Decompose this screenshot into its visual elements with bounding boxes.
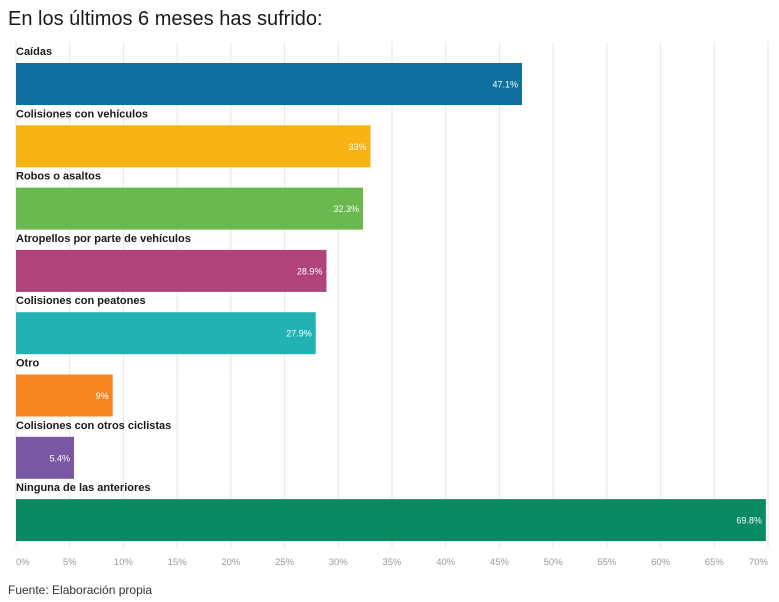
x-tick-label: 0% xyxy=(16,557,30,568)
x-tick-label: 15% xyxy=(168,557,188,568)
chart-area: 0% 5% 10% 15% 20% 25% 30% 35% 40% 45% 50% 55% 60% 65%… xyxy=(0,40,779,580)
bar xyxy=(16,374,113,417)
chart-title: En los últimos 6 meses has sufrido: xyxy=(8,8,323,30)
value-label: 9% xyxy=(96,391,109,401)
bar xyxy=(16,187,363,230)
x-tick-label: 5% xyxy=(63,557,77,568)
bar xyxy=(16,499,766,542)
bar xyxy=(16,312,316,355)
category-label: Caídas xyxy=(16,46,52,58)
x-tick-label: 50% xyxy=(544,557,564,568)
x-tick-label: 45% xyxy=(490,557,510,568)
category-label: Otro xyxy=(16,358,40,370)
x-tick-label: 60% xyxy=(651,557,671,568)
x-tick-label: 55% xyxy=(597,557,617,568)
category-label: Colisiones con vehículos xyxy=(16,108,148,120)
x-tick-label: 65% xyxy=(705,557,725,568)
bar-chart: 0% 5% 10% 15% 20% 25% 30% 35% 40% 45% 50% 55% 60% 65%… xyxy=(15,42,769,568)
category-label: Colisiones con peatones xyxy=(16,295,146,307)
x-tick-label: 25% xyxy=(275,557,295,568)
x-tick-label: 20% xyxy=(221,557,241,568)
x-tick-label: 70% xyxy=(749,557,769,568)
source-note: Fuente: Elaboración propia xyxy=(8,583,153,597)
value-label: 28.9% xyxy=(297,266,323,276)
category-label: Ninguna de las anteriores xyxy=(16,482,150,494)
value-label: 33% xyxy=(348,142,366,152)
bar xyxy=(16,436,75,479)
value-label: 32.3% xyxy=(333,204,359,214)
bar xyxy=(16,249,327,292)
category-label: Atropellos por parte de vehículos xyxy=(16,233,191,245)
x-tick-label: 30% xyxy=(329,557,349,568)
category-label: Colisiones con otros ciclistas xyxy=(16,420,171,432)
value-label: 47.1% xyxy=(492,80,518,90)
bar xyxy=(16,125,371,168)
x-tick-label: 40% xyxy=(436,557,456,568)
value-label: 5.4% xyxy=(49,453,70,463)
bar xyxy=(16,63,522,105)
x-tick-label: 35% xyxy=(382,557,402,568)
value-label: 27.9% xyxy=(286,329,312,339)
category-label: Robos o asaltos xyxy=(16,171,101,183)
x-tick-label: 10% xyxy=(114,557,134,568)
value-label: 69.8% xyxy=(736,516,762,526)
